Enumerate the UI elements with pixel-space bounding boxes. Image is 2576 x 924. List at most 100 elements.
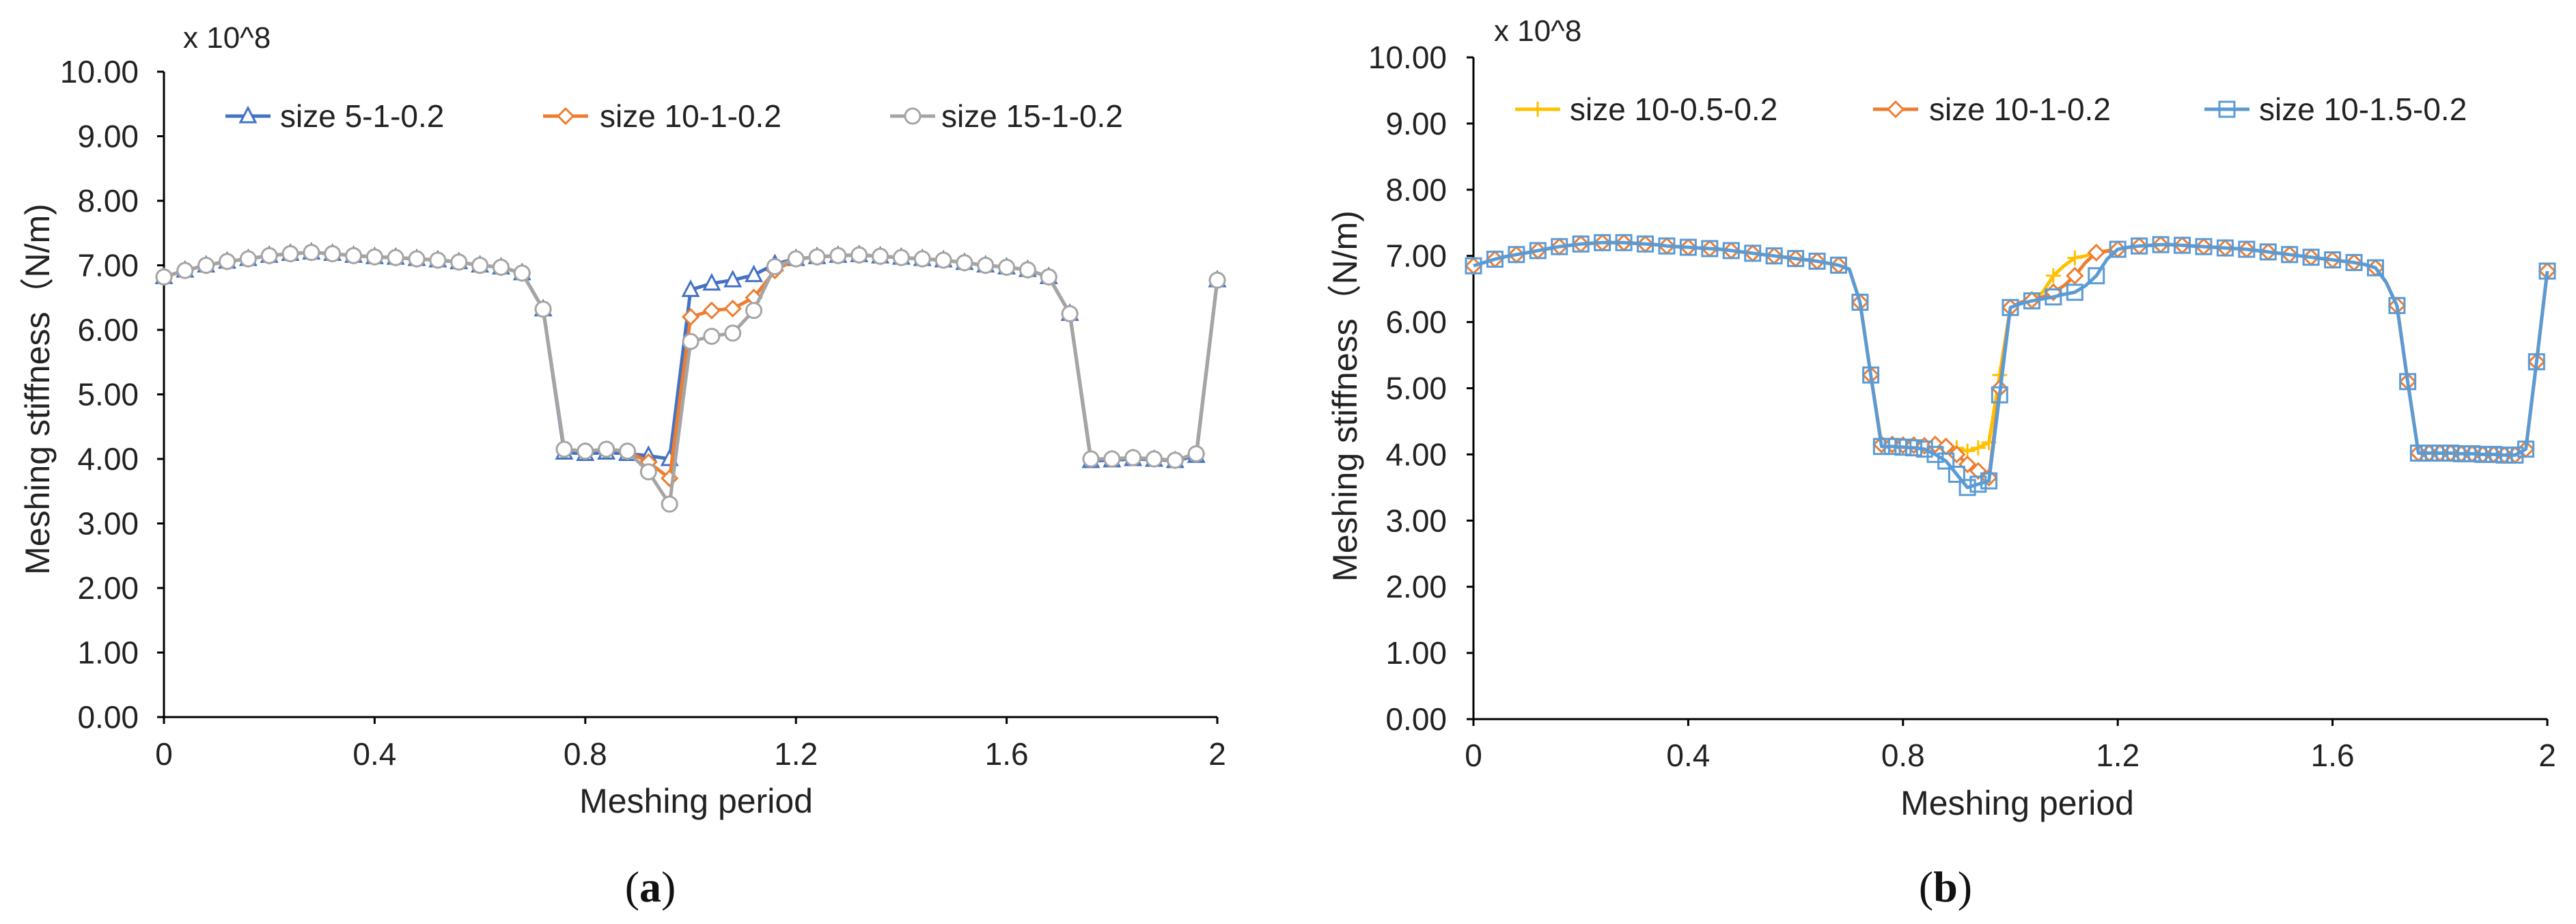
data-point-a-3 xyxy=(303,244,320,262)
data-point-a-3 xyxy=(661,495,678,513)
multiplier-label-b: x 10^8 xyxy=(1494,14,1581,48)
legend-label-b-2: size 10-1-0.2 xyxy=(1929,92,2111,127)
y-tick-label-a: 6.00 xyxy=(77,312,139,348)
caption-b-close: ) xyxy=(1958,863,1972,911)
data-point-a-3 xyxy=(639,463,657,481)
y-tick-label-a: 0.00 xyxy=(77,699,139,735)
caption-a-close: ) xyxy=(661,863,676,911)
data-point-a-2 xyxy=(702,301,721,320)
data-point-a-3 xyxy=(260,247,278,264)
data-point-b-3 xyxy=(1465,257,1482,275)
legend-marker-b-1 xyxy=(1530,102,1545,117)
data-point-a-3 xyxy=(808,248,826,266)
y-tick-label-a: 8.00 xyxy=(77,183,139,219)
legend-marker-b-3 xyxy=(2218,100,2236,118)
data-point-b-3 xyxy=(2302,249,2320,266)
data-point-a-3 xyxy=(155,268,173,286)
data-point-a-3 xyxy=(745,302,763,320)
caption-b: (b) xyxy=(1919,863,1972,911)
x-tick-label-a: 1.2 xyxy=(774,736,818,772)
data-point-b-3 xyxy=(1948,465,1965,483)
data-point-b-3 xyxy=(1551,238,1568,255)
data-point-a-3 xyxy=(618,443,636,460)
y-tick-label-b: 4.00 xyxy=(1385,436,1447,472)
data-point-b-3 xyxy=(2216,239,2234,257)
data-point-b-3 xyxy=(1572,235,1590,253)
legend-label-a-2: size 10-1-0.2 xyxy=(600,98,781,134)
data-point-b-3 xyxy=(1744,244,1762,262)
data-point-b-3 xyxy=(2431,444,2449,462)
data-point-a-1 xyxy=(702,272,721,291)
data-point-a-3 xyxy=(766,257,784,275)
data-point-b-3 xyxy=(1486,251,1504,268)
data-point-b-3 xyxy=(1508,246,1525,264)
x-axis-label-a: Meshing period xyxy=(579,782,813,820)
data-point-a-3 xyxy=(598,440,615,458)
caption-a-open: ( xyxy=(625,863,639,911)
data-point-b-3 xyxy=(2174,236,2191,254)
data-point-b-3 xyxy=(1529,242,1547,260)
data-point-b-3 xyxy=(2527,353,2545,371)
y-axis-label-a: Meshing stiffness（N/m) xyxy=(18,204,57,575)
y-tick-label-a: 4.00 xyxy=(77,441,139,477)
data-point-a-3 xyxy=(892,249,910,266)
data-point-b-3 xyxy=(1883,438,1901,456)
x-tick-label-b: 1.6 xyxy=(2311,738,2355,773)
data-point-a-3 xyxy=(176,262,194,279)
data-point-a-3 xyxy=(850,246,868,264)
data-point-b-3 xyxy=(1808,252,1826,270)
data-point-b-3 xyxy=(2109,240,2127,258)
data-point-a-3 xyxy=(387,249,404,266)
data-point-a-3 xyxy=(787,250,805,268)
data-point-a-3 xyxy=(829,247,847,264)
caption-b-letter: b xyxy=(1933,863,1958,911)
data-point-b-3 xyxy=(2045,288,2062,306)
data-point-b-3 xyxy=(2131,237,2148,255)
data-point-b-3 xyxy=(2420,444,2438,462)
series-b-3 xyxy=(1465,234,2556,496)
caption-b-open: ( xyxy=(1919,863,1933,911)
data-point-a-3 xyxy=(934,251,952,269)
data-point-b-3 xyxy=(2366,259,2384,277)
legend-b: size 10-0.5-0.2 size 10-1-0.2 size 10-1.5-… xyxy=(1515,92,2467,127)
data-point-b-3 xyxy=(2484,445,2502,463)
data-point-b-3 xyxy=(1937,452,1955,470)
x-tick-label-a: 0 xyxy=(155,736,173,772)
x-axis-label-b: Meshing period xyxy=(1900,784,2134,822)
data-point-b-3 xyxy=(1658,237,1676,255)
data-point-b-3 xyxy=(1829,256,1847,274)
data-point-b-3 xyxy=(2023,292,2040,310)
data-point-b-3 xyxy=(2195,238,2213,255)
data-point-b-3 xyxy=(2259,243,2277,261)
legend-a: size 5-1-0.2 size 10-1-0.2 size 15-1-0.2 xyxy=(225,98,1123,134)
data-point-b-3 xyxy=(2002,298,2019,316)
y-tick-label-a: 7.00 xyxy=(77,248,139,283)
data-point-b-3 xyxy=(2442,444,2460,462)
data-point-a-3 xyxy=(1187,445,1205,462)
plot-area-a: 0.00 1.00 2.00 3.00 4.00 5.00 6.00 7.00 8.00 9.00… xyxy=(60,54,1227,772)
chart-panel-b: x 10^8 0.00 1.00 2.00 3.00 4.00 5.00 6.00 7.00 8… xyxy=(1326,14,2557,911)
data-point-b-3 xyxy=(1872,438,1890,456)
data-point-a-3 xyxy=(513,264,531,282)
data-point-a-3 xyxy=(1124,449,1142,466)
data-point-b-3 xyxy=(2388,296,2406,314)
data-point-a-3 xyxy=(1166,451,1184,469)
data-point-b-3 xyxy=(2281,246,2299,264)
data-point-b-3 xyxy=(2452,445,2470,462)
data-point-b-3 xyxy=(2324,251,2342,269)
data-point-a-3 xyxy=(872,247,889,265)
data-point-b-3 xyxy=(1969,475,1987,493)
data-point-a-3 xyxy=(219,253,236,270)
data-point-b-3 xyxy=(2409,444,2427,462)
series-b-1 xyxy=(1466,235,2555,463)
y-tick-label-a: 1.00 xyxy=(77,635,139,671)
data-point-b-3 xyxy=(2399,373,2417,391)
data-point-b-3 xyxy=(2088,267,2105,285)
y-tick-label-a: 10.00 xyxy=(60,54,139,89)
legend-label-a-1: size 5-1-0.2 xyxy=(280,98,444,134)
data-point-b-3 xyxy=(2066,283,2083,301)
data-point-a-2 xyxy=(681,307,700,326)
data-point-b-1 xyxy=(2045,268,2061,283)
caption-a-letter: a xyxy=(639,863,661,911)
data-point-b-3 xyxy=(1894,438,1912,456)
